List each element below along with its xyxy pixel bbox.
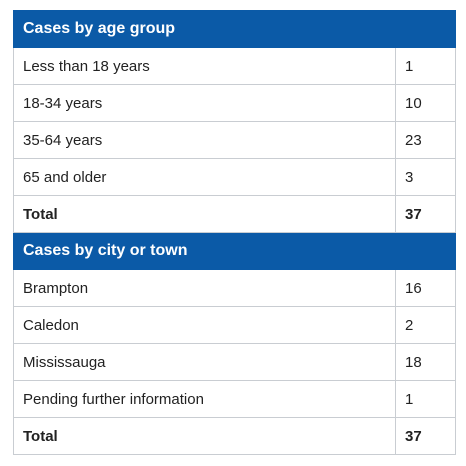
row-value: 1 (394, 47, 457, 85)
row-value: 1 (394, 380, 457, 418)
table-row: Mississauga 18 (13, 343, 457, 381)
table-row: Pending further information 1 (13, 380, 457, 418)
total-label: Total (13, 417, 396, 455)
row-value: 23 (394, 121, 457, 159)
total-value: 37 (394, 195, 457, 233)
city-section-header-row: Cases by city or town (12, 232, 457, 270)
table-row: Caledon 2 (13, 306, 457, 344)
table-row: 18-34 years 10 (13, 84, 457, 122)
cases-table: Cases by age group Less than 18 years 1 … (12, 10, 457, 455)
row-value: 16 (394, 269, 457, 307)
total-label: Total (13, 195, 396, 233)
row-label: 35-64 years (13, 121, 396, 159)
age-section-header-row: Cases by age group (12, 10, 457, 48)
age-section-title: Cases by age group (12, 10, 457, 48)
row-value: 3 (394, 158, 457, 196)
total-value: 37 (394, 417, 457, 455)
row-label: Pending further information (13, 380, 396, 418)
table-row: Less than 18 years 1 (13, 47, 457, 85)
row-label: Mississauga (13, 343, 396, 381)
city-section-title: Cases by city or town (12, 232, 457, 270)
row-label: 65 and older (13, 158, 396, 196)
row-value: 18 (394, 343, 457, 381)
row-label: Less than 18 years (13, 47, 396, 85)
age-total-row: Total 37 (13, 195, 457, 233)
row-value: 10 (394, 84, 457, 122)
table-row: 65 and older 3 (13, 158, 457, 196)
row-label: Caledon (13, 306, 396, 344)
row-label: 18-34 years (13, 84, 396, 122)
city-total-row: Total 37 (13, 417, 457, 455)
table-row: Brampton 16 (13, 269, 457, 307)
cases-summary: Cases by age group Less than 18 years 1 … (12, 10, 457, 455)
row-label: Brampton (13, 269, 396, 307)
row-value: 2 (394, 306, 457, 344)
table-row: 35-64 years 23 (13, 121, 457, 159)
